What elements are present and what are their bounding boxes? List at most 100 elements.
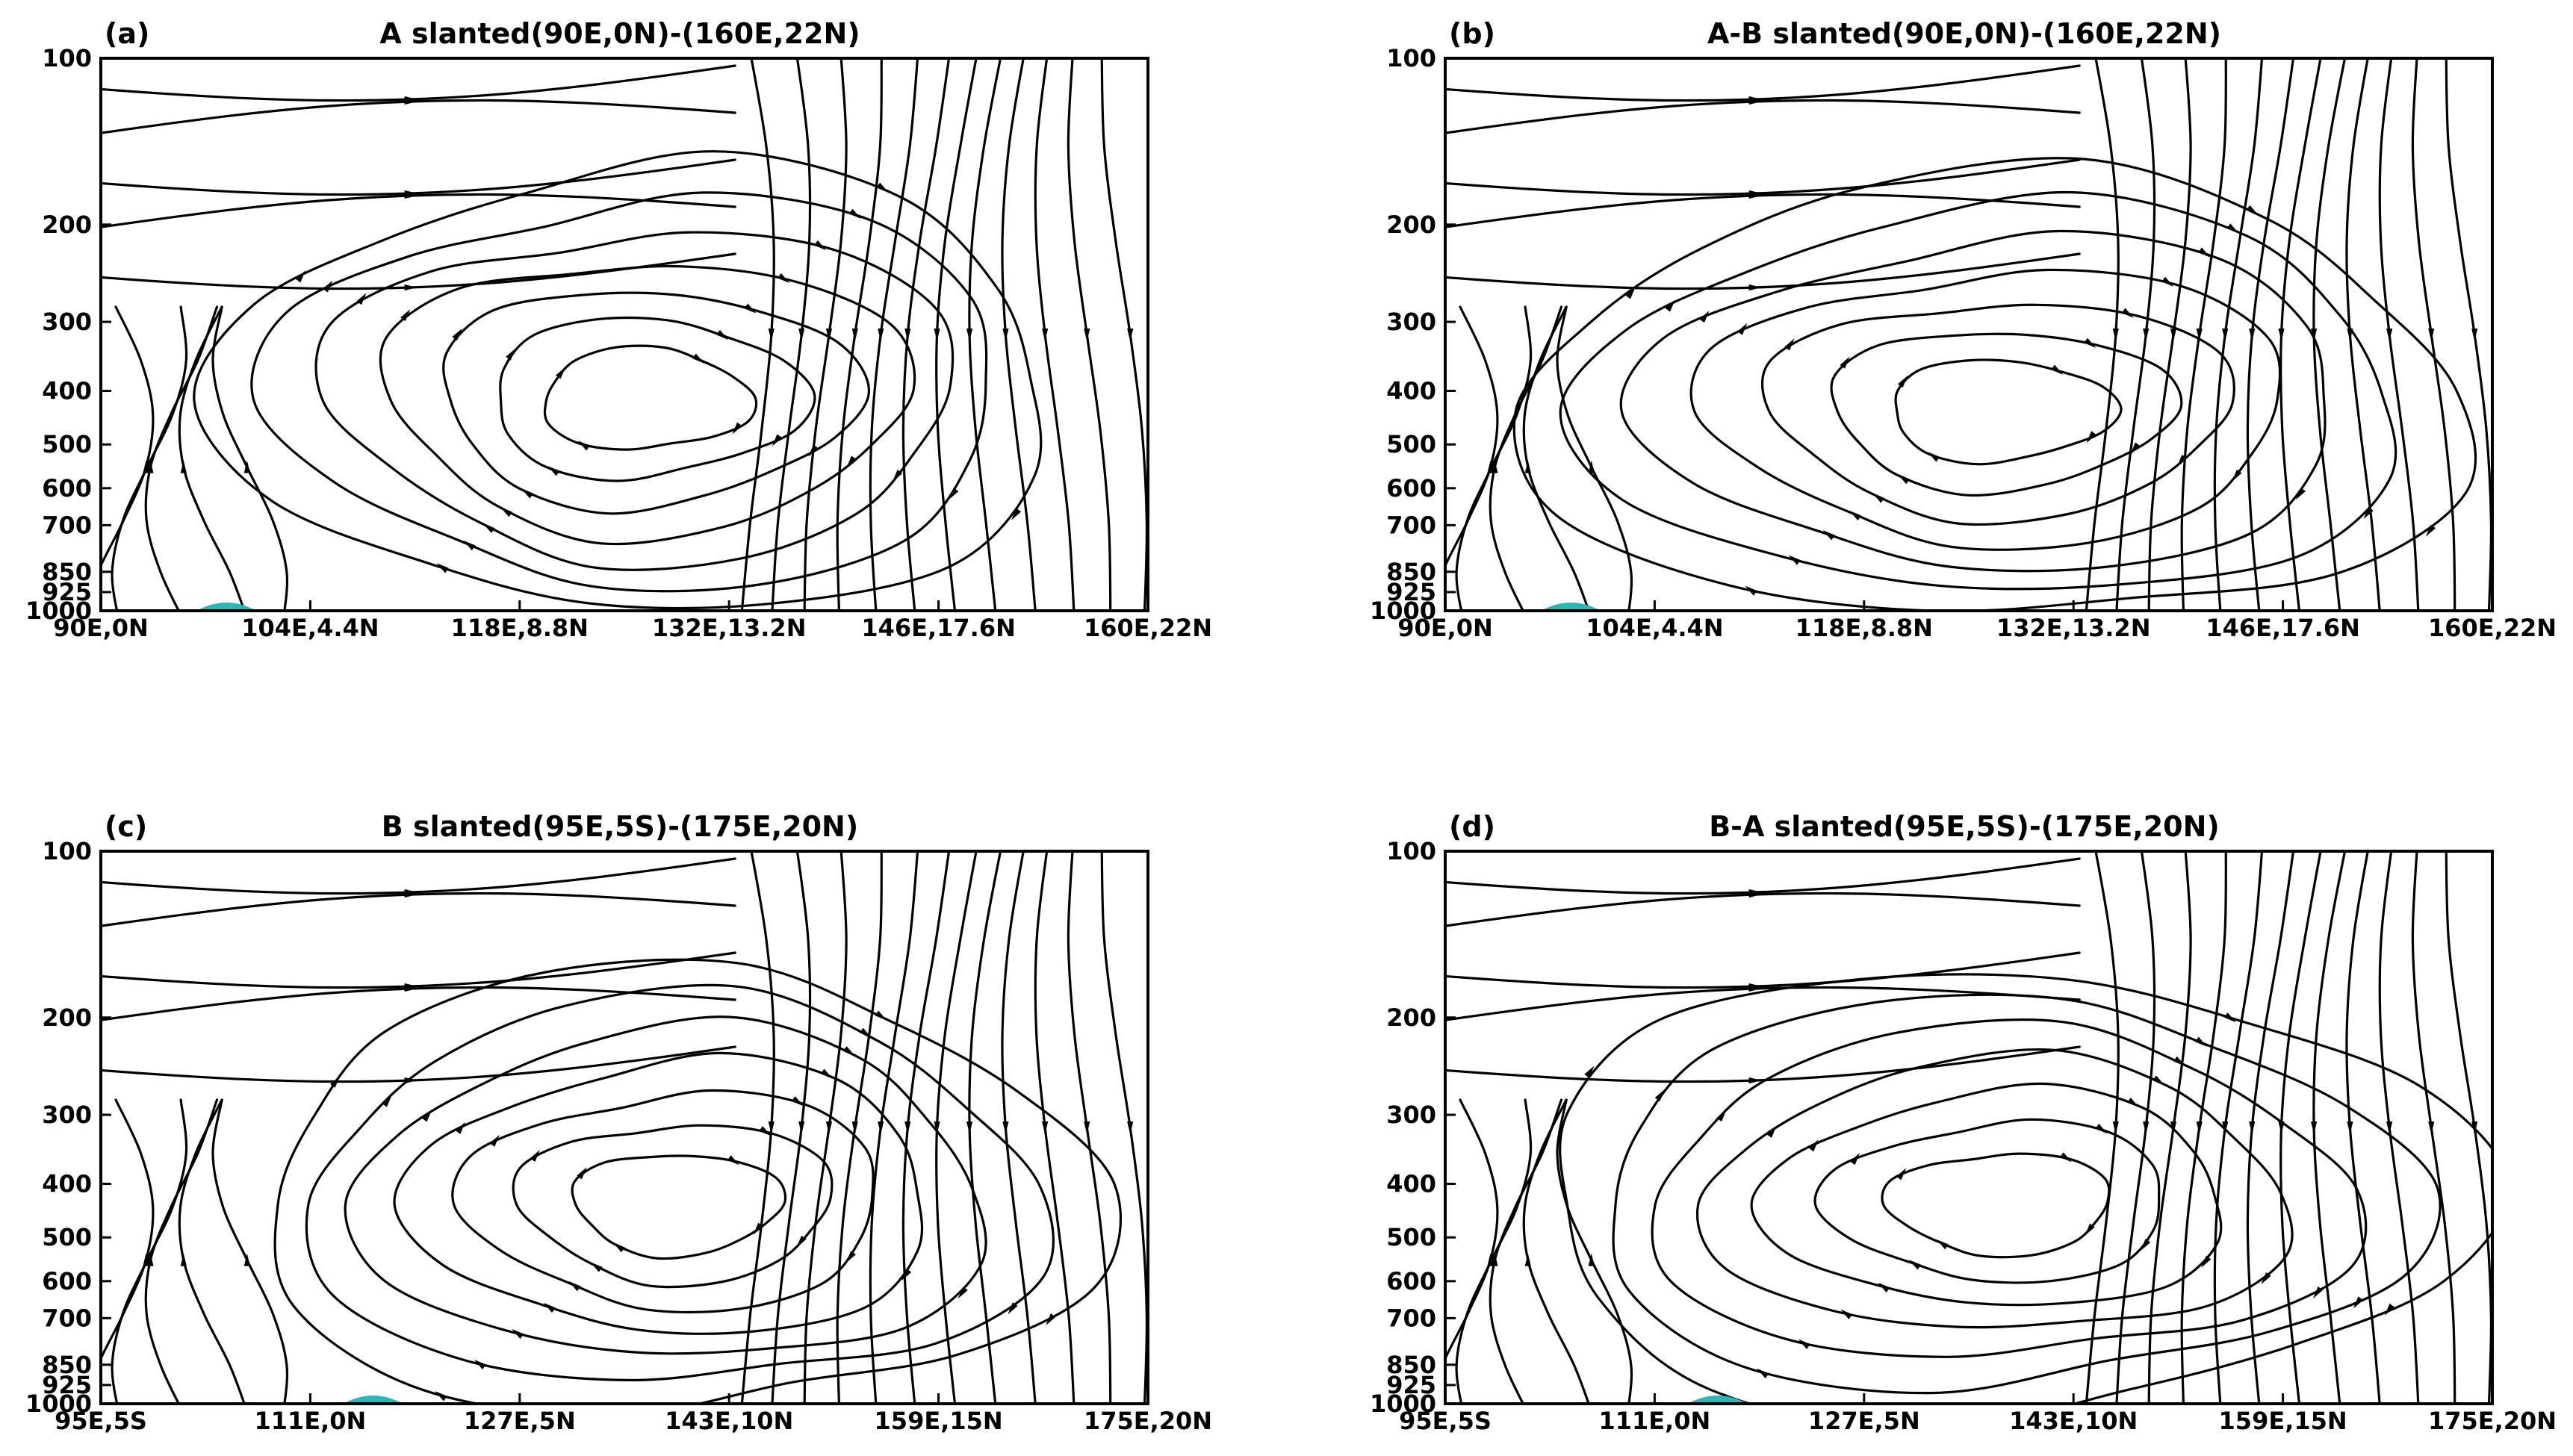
panel-d-loop-2-arrow-1 [1909, 1260, 1922, 1270]
panel-c-ytick-label-3: 400 [42, 1170, 92, 1198]
panel-a-right-stream-6-arrow [934, 328, 940, 341]
panel-a-loop-7-arrow-3 [876, 182, 889, 193]
panel-a-loop-1-arrow-0 [732, 422, 742, 435]
panel-a-right-stream-7-arrow [966, 328, 973, 341]
panel-d-circulation-loop-2 [1813, 1118, 2161, 1284]
panel-b-loop-1-arrow-0 [2086, 431, 2096, 444]
panel-c-ytick-label-6: 700 [42, 1304, 92, 1332]
panel-a-loop-3-arrow-2 [452, 328, 462, 340]
panel-d-circulation-loop-4 [1696, 1048, 2294, 1329]
panel-c-loop-5-arrow-1 [512, 1328, 524, 1340]
panel-a-right-stream-5-arrow [904, 328, 911, 341]
panel-d-loop-6-arrow-3 [2194, 1036, 2208, 1047]
panel-c-upper-stream-4-arrow [404, 1077, 418, 1084]
panel-b-xtick-label-1: 104E,4.4N [1586, 614, 1723, 642]
panel-a-loop-4-arrow-0 [846, 455, 857, 468]
panel-c-circulation-loop-3 [451, 1089, 875, 1314]
panel-a-ytick-label-9: 1000 [25, 597, 92, 625]
panel-c-upper-stream-1-arrow [404, 891, 418, 898]
panel-c-streamlines [101, 851, 1148, 1404]
panel-b-ytick-label-3: 400 [1386, 377, 1436, 405]
panel-b-ytick-label-9: 1000 [1370, 597, 1436, 625]
panel-a-left-stream-2-arrow [147, 460, 154, 473]
panel-b-loop-1-arrow-3 [2051, 364, 2064, 375]
panel-d-loop-7-arrow-3 [2223, 1012, 2236, 1023]
panel-c-ytick-label-0: 100 [42, 837, 92, 865]
panel-a-xtick-label-2: 118E,8.8N [451, 614, 589, 642]
panel-c-loop-5-arrow-3 [842, 1046, 855, 1057]
panel-d-ytick-label-2: 300 [1386, 1101, 1436, 1129]
panel-d-frame [1444, 850, 2494, 1405]
panel-d-xtick-label-0: 95E,5S [1399, 1407, 1492, 1435]
panel-a-loop-3-arrow-3 [744, 303, 757, 314]
panel-a-xtick-label-3: 132E,13.2N [652, 614, 807, 642]
panel-c-label: (c) [105, 810, 147, 843]
panel-c-right-stream-2-arrow [825, 1121, 833, 1134]
panel-c-ytick-label-9: 1000 [25, 1390, 92, 1418]
panel-a-right-stream-4-arrow [878, 328, 884, 341]
panel-a-loop-2-arrow-1 [547, 466, 560, 476]
panel-c-ytick-label-8: 925 [42, 1371, 92, 1399]
panel-a-ytick-label-4: 500 [42, 430, 92, 458]
panel-a-circulation-loop-1 [543, 344, 758, 451]
panel-b-shaded-region [1541, 603, 1601, 611]
panel-b-xtick-label-4: 146E,17.6N [2206, 614, 2360, 642]
panel-d-ytick-label-4: 500 [1386, 1223, 1436, 1251]
panel-b-circulation-loop-3 [1760, 303, 2235, 526]
panel-c: (c) B slanted(95E,5S)-(175E,20N) 100 200 3… [25, 810, 1212, 1435]
panel-c-loop-1-arrow-1 [612, 1242, 625, 1253]
panel-a-ytick-label-1: 200 [42, 211, 92, 239]
panel-d-upper-stream-4-arrow [1748, 1077, 1762, 1084]
panel-b-ytick-label-6: 700 [1386, 511, 1436, 539]
panel-c-loop-4-arrow-2 [455, 1121, 465, 1134]
panel-d-right-stream-10-arrow [2428, 1121, 2435, 1134]
panel-b-loop-2-arrow-1 [1897, 473, 1910, 485]
panel-b-loop-7-arrow-1 [1745, 585, 1757, 596]
panel-d-left-stream-2-arrow [1492, 1253, 1498, 1266]
panel-c-ytick-label-4: 500 [42, 1223, 92, 1251]
panel-b-right-stream-8-arrow [2347, 328, 2353, 341]
panel-d-loop-4-arrow-1 [1840, 1309, 1853, 1319]
panel-b-ytick-label-8: 925 [1386, 578, 1436, 606]
panel-d-loop-1-arrow-3 [2059, 1152, 2073, 1163]
panel-b-right-stream-4-arrow [2222, 328, 2229, 341]
panel-c-right-stream-8-arrow [1002, 1121, 1009, 1134]
panel-c-xtick-label-2: 127E,5N [464, 1407, 576, 1435]
panel-b-loop-2-arrow-0 [2130, 442, 2141, 455]
panel-b-right-stream-1-arrow [2143, 328, 2150, 341]
panel-a-circulation-loop-6 [250, 191, 988, 593]
panel-b-loop-7-arrow-2 [1625, 287, 1636, 299]
panel-c-loop-2-arrow-2 [530, 1149, 541, 1162]
panel-a-xtick-label-1: 104E,4.4N [241, 614, 379, 642]
panel-b-label: (b) [1449, 17, 1495, 50]
panel-c-right-stream-1-arrow [798, 1121, 805, 1134]
panel-a-right-stream-0-arrow [768, 328, 775, 341]
panel-d-loop-1-arrow-0 [2085, 1223, 2095, 1236]
panel-b: (b) A-B slanted(90E,0N)-(160E,22N) 100 20… [1370, 17, 2557, 642]
panel-d-xtick-label-5: 175E,20N [2428, 1407, 2557, 1435]
panel-b-loop-6-arrow-3 [2226, 223, 2239, 234]
panel-c-loop-1-arrow-3 [727, 1155, 739, 1166]
panel-a-right-stream-2-arrow [825, 328, 833, 341]
panel-b-ytick-label-0: 100 [1386, 44, 1436, 72]
panel-a-loop-2-arrow-3 [716, 329, 729, 340]
panel-d-circulation-loop-3 [1750, 1082, 2223, 1307]
panel-b-streamlines [1445, 58, 2492, 611]
panel-d-right-stream-1-arrow [2143, 1121, 2150, 1134]
panel-c-circulation-loop-6 [305, 983, 1055, 1382]
panel-d-right-stream-5-arrow [2249, 1121, 2256, 1134]
panel-a-right-stream-1-arrow [798, 328, 805, 341]
panel-c-xtick-label-3: 143E,10N [665, 1407, 793, 1435]
panel-d-ytick-label-5: 600 [1386, 1267, 1436, 1295]
panel-a-ytick-label-3: 400 [42, 377, 92, 405]
panel-d-left-stream-3-arrow [1524, 1253, 1531, 1266]
panel-a-loop-2-arrow-0 [772, 434, 783, 447]
panel-d-loop-4-arrow-3 [2153, 1075, 2165, 1086]
panel-b-loop-4-arrow-0 [2232, 469, 2242, 482]
panel-d-loop-3-arrow-2 [1808, 1139, 1819, 1152]
panel-d-loop-1-arrow-1 [1936, 1239, 1949, 1250]
panel-d-circulation-loop-5 [1651, 1018, 2368, 1358]
panel-b-left-stream-4-arrow [1588, 460, 1595, 473]
panel-b-ytick-label-7: 850 [1386, 558, 1436, 586]
panel-d-upper-stream-1-arrow [1748, 891, 1762, 898]
